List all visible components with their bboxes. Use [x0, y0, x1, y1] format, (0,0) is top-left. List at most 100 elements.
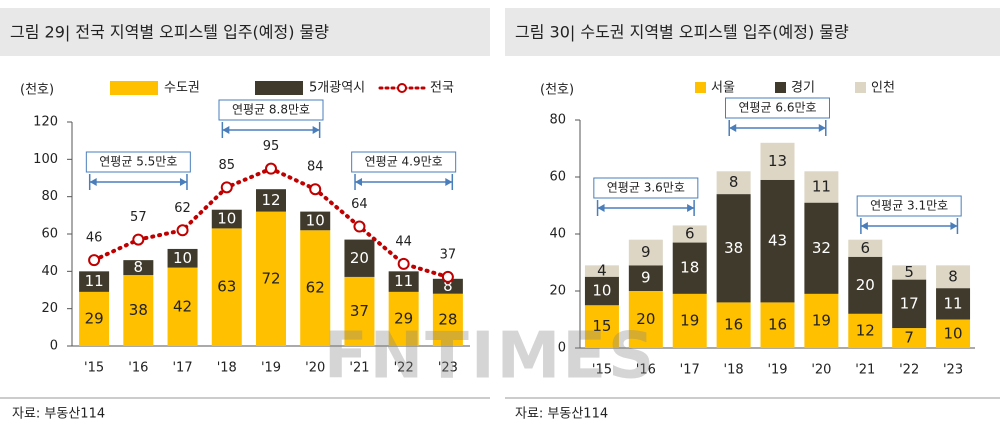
- data-label: 10: [306, 211, 325, 229]
- bar-segment: [584, 305, 619, 348]
- bar-segment: [848, 313, 883, 348]
- x-tick-label: '20: [305, 361, 325, 376]
- legend-label: 수도권: [164, 81, 200, 96]
- bar-segment: [804, 171, 839, 203]
- data-label: 46: [86, 231, 103, 246]
- line-point: [132, 233, 145, 246]
- data-label: 10: [944, 324, 963, 342]
- legend-label: 전국: [430, 81, 454, 96]
- data-label: 13: [768, 152, 787, 170]
- data-label: 11: [85, 272, 104, 290]
- data-label: 10: [173, 249, 192, 267]
- annotation: 연평균 8.8만호: [232, 103, 310, 117]
- bar-segment: [936, 265, 971, 289]
- bar-segment: [760, 142, 795, 180]
- annotation: 연평균 4.9만호: [365, 155, 443, 169]
- legend-swatch: [695, 82, 706, 93]
- data-label: 4: [597, 262, 607, 280]
- x-tick-label: '21: [855, 363, 875, 378]
- y-tick-label: 40: [549, 227, 566, 242]
- bar-segment: [256, 211, 286, 346]
- watermark: FNTIMES: [324, 320, 656, 394]
- bar-segment: [936, 288, 971, 320]
- data-label: 72: [261, 269, 280, 287]
- bar-segment: [672, 242, 707, 294]
- bar-segment: [848, 239, 883, 257]
- y-tick-label: 120: [33, 115, 58, 130]
- x-tick-label: '16: [636, 363, 656, 378]
- bar-segment: [716, 302, 751, 348]
- data-label: 11: [812, 177, 831, 195]
- y-axis-label: (천호): [540, 83, 574, 98]
- x-tick-label: '18: [724, 363, 744, 378]
- data-label: 11: [944, 294, 963, 312]
- bar-segment: [716, 194, 751, 303]
- y-tick-label: 60: [41, 227, 58, 242]
- x-tick-label: '23: [943, 363, 963, 378]
- x-tick-label: '16: [128, 361, 148, 376]
- data-label: 6: [685, 225, 695, 243]
- data-label: 57: [130, 210, 147, 225]
- annotation-box: [351, 151, 457, 173]
- legend-swatch: [110, 81, 158, 95]
- x-tick-label: '21: [349, 361, 369, 376]
- data-label: 64: [351, 197, 368, 212]
- bar-segment: [760, 179, 795, 303]
- data-label: 10: [217, 210, 236, 228]
- bar-segment: [628, 239, 663, 266]
- data-label: 6: [861, 239, 871, 257]
- annotation: 연평균 6.6만호: [738, 101, 816, 115]
- bar-segment: [344, 276, 375, 346]
- bar-segment: [672, 293, 707, 348]
- bar-segment: [672, 225, 707, 243]
- bar-segment: [584, 265, 619, 277]
- bar-segment: [388, 291, 419, 346]
- legend-label: 경기: [791, 81, 815, 96]
- line-point: [397, 257, 410, 270]
- legend-swatch: [855, 82, 866, 93]
- data-label: 7: [904, 329, 914, 347]
- bar-segment: [892, 328, 927, 348]
- data-label: 9: [641, 269, 651, 287]
- y-tick-label: 0: [50, 339, 58, 354]
- data-label: 44: [395, 234, 412, 249]
- data-label: 38: [724, 239, 743, 257]
- data-label: 20: [856, 276, 875, 294]
- data-label: 85: [219, 158, 236, 173]
- data-label: 38: [129, 301, 148, 319]
- bar-segment: [79, 291, 110, 346]
- data-label: 84: [307, 160, 324, 175]
- data-label: 18: [680, 259, 699, 277]
- y-tick-label: 20: [41, 301, 58, 316]
- data-label: 32: [812, 239, 831, 257]
- data-label: 16: [724, 316, 743, 334]
- data-label: 37: [440, 247, 457, 262]
- y-tick-label: 80: [549, 113, 566, 128]
- legend-swatch: [775, 82, 786, 93]
- x-tick-label: '15: [84, 361, 104, 376]
- chart-title: 그림 29| 전국 지역별 오피스텔 입주(예정) 물량: [10, 23, 329, 42]
- bar-segment: [892, 279, 927, 329]
- y-tick-label: 0: [558, 341, 566, 356]
- data-label: 63: [217, 278, 236, 296]
- x-tick-label: '17: [680, 363, 700, 378]
- y-tick-label: 100: [33, 152, 58, 167]
- annotation: 연평균 3.1만호: [870, 199, 948, 213]
- legend-swatch: [397, 83, 407, 93]
- bar-segment: [760, 302, 795, 348]
- annotation-box: [218, 99, 324, 121]
- x-tick-label: '22: [394, 361, 414, 376]
- data-label: 19: [680, 311, 699, 329]
- annotation-box: [593, 177, 699, 199]
- data-label: 8: [729, 173, 739, 191]
- data-label: 8: [134, 258, 144, 276]
- title-bar: [505, 8, 1000, 56]
- x-tick-label: '23: [438, 361, 458, 376]
- bar-segment: [584, 276, 619, 306]
- y-tick-label: 80: [41, 189, 58, 204]
- annotation: 연평균 3.6만호: [607, 181, 685, 195]
- data-label: 29: [85, 309, 104, 327]
- line-point: [265, 162, 277, 175]
- data-label: 29: [394, 309, 413, 327]
- bar-segment: [432, 278, 463, 294]
